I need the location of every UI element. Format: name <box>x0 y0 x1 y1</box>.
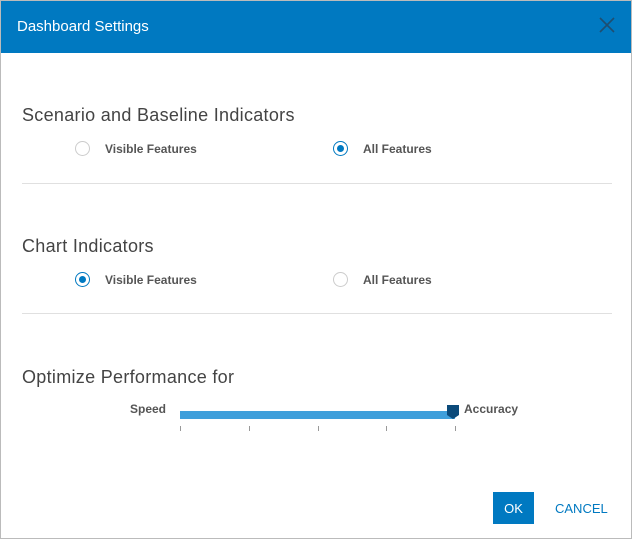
section-title-scenario: Scenario and Baseline Indicators <box>22 105 295 125</box>
radio-circle <box>333 141 348 156</box>
divider <box>22 313 612 314</box>
radio-circle <box>75 141 90 156</box>
radio-label: All Features <box>363 141 432 156</box>
section-title-performance: Optimize Performance for <box>22 367 235 387</box>
close-icon[interactable] <box>597 15 617 35</box>
dialog-header: Dashboard Settings <box>1 1 631 53</box>
performance-slider-track[interactable] <box>180 411 455 419</box>
radio-label: Visible Features <box>105 272 197 287</box>
slider-tick <box>386 426 388 431</box>
slider-tick <box>455 426 456 431</box>
radio-label: All Features <box>363 272 432 287</box>
slider-max-label: Accuracy <box>464 402 519 416</box>
slider-tick <box>317 426 319 431</box>
slider-thumb[interactable] <box>447 405 459 419</box>
divider <box>22 183 612 184</box>
radio-circle <box>75 272 90 287</box>
radio-scenario-all-features[interactable]: All Features <box>333 141 432 156</box>
radio-chart-all-features[interactable]: All Features <box>333 272 432 287</box>
dialog-title: Dashboard Settings <box>17 18 149 35</box>
slider-tick <box>248 426 250 431</box>
cancel-button[interactable]: CANCEL <box>549 492 611 524</box>
section-title-chart: Chart Indicators <box>22 236 154 256</box>
slider-tick <box>180 426 181 431</box>
ok-button[interactable]: OK <box>493 492 534 524</box>
radio-circle <box>333 272 348 287</box>
radio-chart-visible-features[interactable]: Visible Features <box>75 272 197 287</box>
radio-scenario-visible-features[interactable]: Visible Features <box>75 141 197 156</box>
radio-label: Visible Features <box>105 141 197 156</box>
slider-min-label: Speed <box>130 402 167 416</box>
